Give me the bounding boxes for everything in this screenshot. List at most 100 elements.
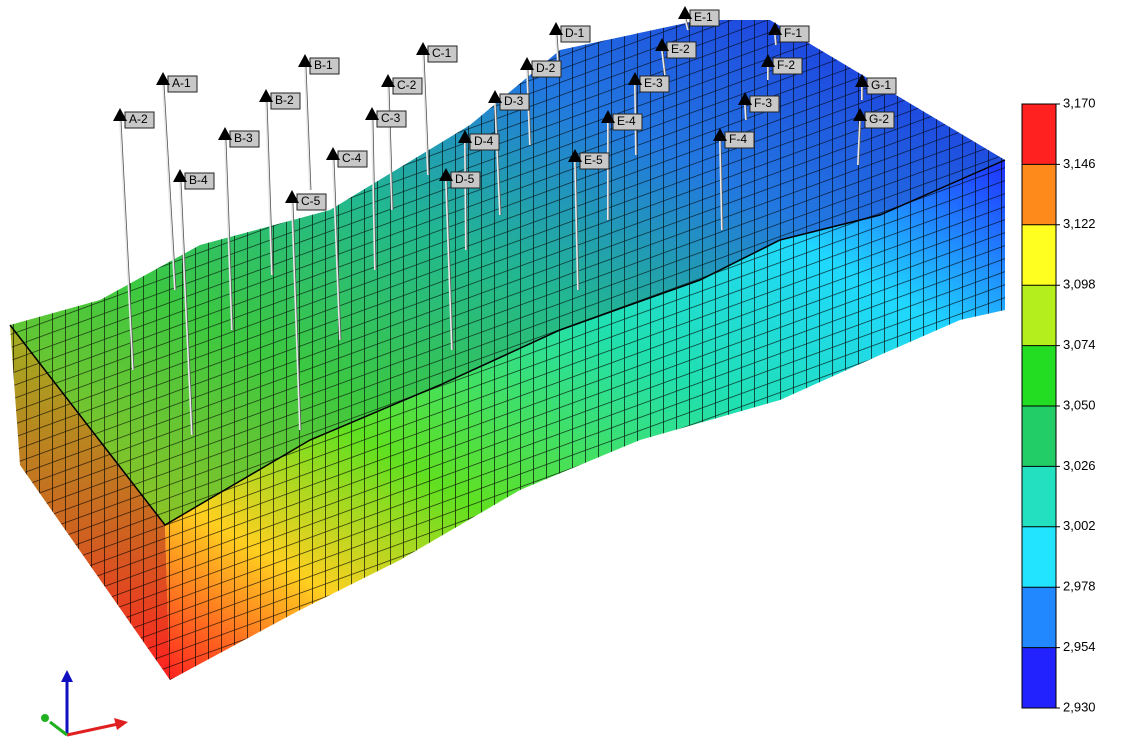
well-trajectory [719, 139, 723, 231]
well-trajectory-edge [305, 65, 312, 191]
axis-triad [41, 670, 128, 737]
well: B-4 [173, 169, 215, 436]
well-label: C-2 [397, 78, 417, 92]
well-trajectory-edge [720, 139, 724, 231]
well-trajectory [387, 85, 393, 211]
color-band [1022, 345, 1056, 406]
well-marker [218, 127, 232, 140]
well: D-1 [549, 22, 591, 63]
well-label: F-1 [784, 26, 802, 40]
well: F-1 [768, 22, 810, 46]
well: F-3 [738, 92, 780, 121]
well: B-1 [298, 54, 340, 191]
color-bar-label: 3,026 [1063, 458, 1096, 473]
well-trajectory [684, 17, 689, 31]
well-trajectory [265, 100, 273, 276]
well: C-3 [365, 107, 407, 271]
well-trajectory-edge [423, 53, 430, 176]
well-trajectory [179, 180, 193, 436]
well-marker [416, 42, 430, 55]
well: E-1 [678, 6, 720, 31]
well-label: D-1 [565, 26, 585, 40]
well-trajectory [661, 49, 666, 76]
wells: A-1 A-2 B-1 B-2 B-3 B-4 C-1 C-2 C-3 C-4 C-5 D-1 D-2 D… [113, 6, 897, 436]
well: G-2 [853, 108, 895, 166]
well-trajectory-edge [388, 85, 394, 211]
well-marker [298, 54, 312, 67]
well-trajectory [119, 119, 134, 371]
well-trajectory [224, 138, 233, 331]
well-label: A-1 [172, 76, 191, 90]
well: E-2 [655, 38, 697, 76]
well-marker [713, 128, 727, 141]
well: E-3 [628, 72, 670, 156]
color-band [1022, 587, 1056, 648]
well-trajectory-edge [180, 180, 194, 436]
well-marker [326, 147, 340, 160]
well-trajectory [555, 33, 559, 63]
color-bar-label: 3,050 [1063, 397, 1096, 412]
well-label: G-1 [871, 78, 891, 92]
well-label: D-3 [504, 94, 524, 108]
well-label: F-2 [777, 58, 795, 72]
well: A-1 [156, 72, 198, 291]
well-trajectory-edge [858, 119, 862, 166]
well-marker [113, 108, 127, 121]
color-bar-label: 3,098 [1063, 277, 1096, 292]
well-marker [568, 149, 582, 162]
well-trajectory-edge [775, 33, 778, 46]
well-label: B-2 [275, 93, 294, 107]
color-bar-label: 3,002 [1063, 518, 1096, 533]
color-bar-label: 3,146 [1063, 156, 1096, 171]
well-label: E-1 [694, 10, 713, 24]
color-bar-label: 3,074 [1063, 337, 1096, 352]
well-label: E-4 [617, 114, 636, 128]
well-label: E-5 [584, 153, 603, 167]
well-label: F-4 [729, 132, 747, 146]
well: B-3 [218, 127, 260, 331]
well-trajectory [422, 53, 429, 176]
well-label: C-3 [381, 111, 401, 125]
well-label: A-2 [129, 112, 148, 126]
well-trajectory-edge [662, 49, 667, 76]
reservoir-block [9, 20, 1006, 680]
well-label: E-2 [671, 42, 690, 56]
well-marker [365, 107, 379, 120]
well-trajectory [494, 101, 501, 216]
well-label: C-5 [301, 194, 321, 208]
well: C-2 [381, 74, 423, 211]
color-band [1022, 647, 1056, 708]
well-trajectory-edge [685, 17, 690, 31]
well-trajectory-edge [266, 100, 274, 276]
color-bar-label: 3,122 [1063, 216, 1096, 231]
color-bar-label: 2,954 [1063, 639, 1096, 654]
color-bar-label: 2,978 [1063, 579, 1096, 594]
well-trajectory [857, 119, 861, 166]
well-trajectory-edge [745, 103, 748, 121]
well-trajectory-edge [292, 201, 302, 431]
well-trajectory-edge [575, 160, 580, 291]
well-label: G-2 [869, 112, 889, 126]
well-trajectory-edge [495, 101, 502, 216]
color-band [1022, 104, 1056, 165]
well-label: F-3 [754, 96, 772, 110]
well-marker [738, 92, 752, 105]
well-trajectory [464, 141, 467, 251]
well-trajectory-edge [120, 119, 135, 371]
well-marker [173, 169, 187, 182]
well: D-5 [439, 168, 481, 351]
well-marker [439, 168, 453, 181]
well-label: B-4 [189, 173, 208, 187]
well-marker [761, 54, 775, 67]
well-trajectory [304, 65, 311, 191]
well-marker [678, 6, 692, 19]
well-trajectory-edge [163, 83, 177, 291]
well-marker [458, 130, 472, 143]
well: E-4 [601, 110, 643, 220]
well-marker [655, 38, 669, 51]
well: C-5 [285, 190, 327, 431]
well-label: C-1 [432, 46, 452, 60]
well-trajectory [162, 83, 176, 291]
well: C-4 [326, 147, 368, 341]
